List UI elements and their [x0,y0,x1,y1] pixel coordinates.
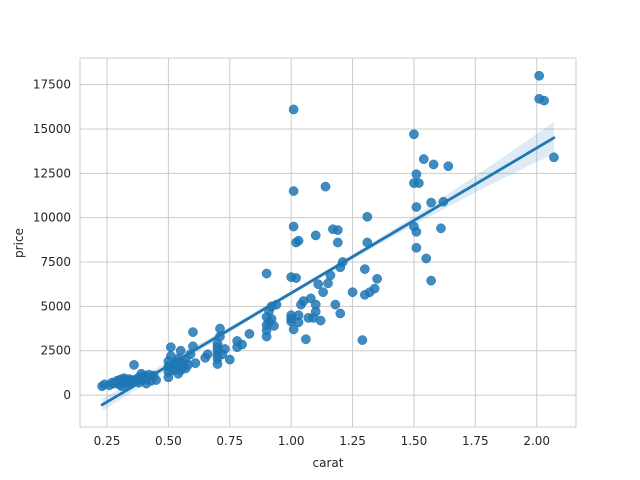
y-tick-label: 10000 [33,211,71,225]
x-tick-label: 1.25 [339,434,366,448]
data-point [332,237,343,248]
data-point [261,268,272,279]
plot-area [79,57,577,428]
data-point [215,323,225,334]
data-point [318,287,328,298]
data-point [244,329,255,339]
data-point [288,221,299,232]
data-point [330,299,341,310]
data-point [418,154,429,164]
data-point [293,310,304,321]
data-point [411,202,422,212]
data-point [190,358,201,368]
data-point [288,104,299,115]
y-axis-ticks: 0 2500 5000 7500 10000 12500 15000 17500 [33,78,71,402]
data-point [310,230,321,241]
data-point [293,235,304,246]
data-point [166,342,176,353]
x-tick-label: 0.75 [216,434,243,448]
data-point [347,287,358,298]
x-axis-ticks: 0.25 0.50 0.75 1.00 1.25 1.50 1.75 2.00 [94,434,550,448]
data-point [357,335,368,345]
data-point [359,264,370,274]
data-point [426,275,436,286]
x-tick-label: 2.00 [523,434,550,448]
y-tick-label: 17500 [33,78,71,92]
data-point [301,334,311,345]
data-point [310,299,321,310]
y-tick-label: 12500 [33,166,71,180]
data-point [288,324,299,335]
data-points [97,70,559,392]
data-point [335,308,346,319]
data-point [269,321,279,331]
data-point [188,327,198,337]
data-point [315,315,326,326]
data-point [414,178,424,188]
data-point [421,253,432,264]
x-tick-label: 0.50 [155,434,182,448]
data-point [362,211,373,222]
data-point [443,161,454,172]
data-point [411,242,422,253]
data-point [291,273,301,283]
data-point [320,181,331,192]
data-point [428,159,439,170]
data-point [202,349,213,360]
data-point [534,70,545,81]
x-axis-label: carat [313,456,344,470]
x-tick-label: 1.00 [278,434,305,448]
data-point [332,225,343,235]
data-point [549,152,559,163]
y-tick-label: 5000 [40,299,71,313]
data-point [288,186,299,196]
y-axis-label: price [12,228,26,258]
data-point [224,354,235,365]
data-point [372,274,382,284]
regression-line [100,136,556,407]
data-point [220,344,230,354]
data-point [175,345,186,356]
gridlines [80,58,576,427]
x-tick-label: 1.75 [462,434,489,448]
data-point [313,279,324,290]
data-point [411,169,422,180]
data-point [539,95,549,106]
data-point [409,129,419,140]
data-point [369,283,380,294]
data-point [151,375,161,385]
data-point [237,339,247,350]
y-tick-label: 0 [63,388,71,402]
x-tick-label: 0.25 [94,434,121,448]
y-tick-label: 7500 [40,255,71,269]
y-tick-label: 15000 [33,122,71,136]
data-point [411,227,422,237]
plot-frame [79,57,577,428]
x-tick-label: 1.50 [401,434,428,448]
y-tick-label: 2500 [40,344,71,358]
data-point [436,223,446,234]
data-point [426,197,436,208]
data-point [129,360,139,370]
